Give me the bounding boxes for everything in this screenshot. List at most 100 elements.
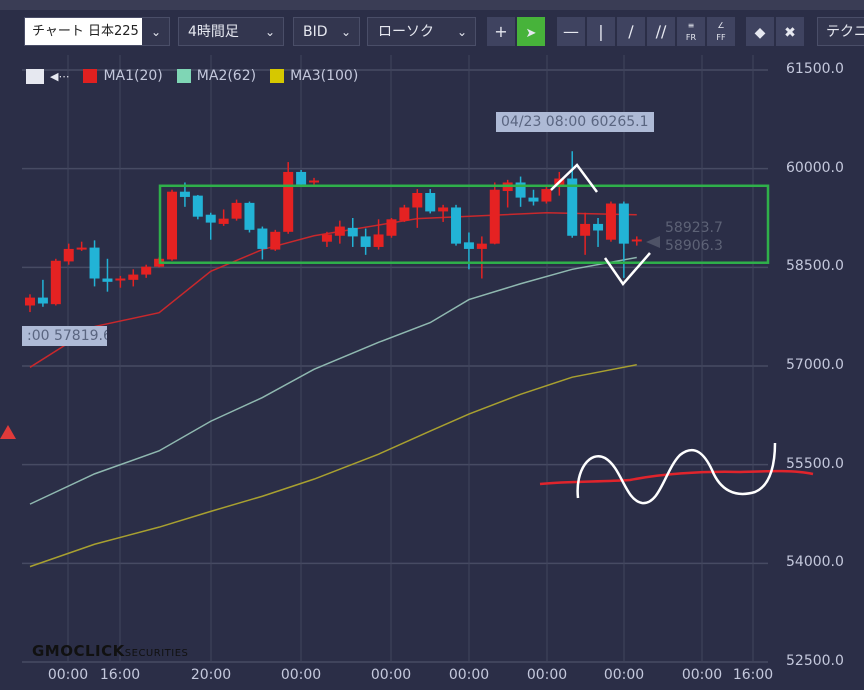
candle <box>50 258 61 306</box>
candle-body <box>179 191 190 197</box>
chevron-down-icon: ⌄ <box>456 25 467 39</box>
candle-body <box>296 171 307 185</box>
comment-icon[interactable] <box>26 68 44 84</box>
low-price-tooltip: :00 57819.6 <box>22 326 107 346</box>
trend-line-button[interactable]: ∕ <box>617 17 645 46</box>
cursor-button[interactable]: ➤ <box>517 17 545 46</box>
candle <box>270 229 281 251</box>
candle-body <box>231 202 242 219</box>
candle-body <box>270 231 281 250</box>
candle-body <box>89 247 100 279</box>
candle <box>347 218 358 247</box>
candle-body <box>244 202 255 230</box>
freehand-red-line-drawing[interactable] <box>539 469 814 486</box>
price-tick-label: 60000.0 <box>786 159 844 176</box>
candle-body <box>102 278 113 282</box>
candle <box>102 258 113 292</box>
time-tick-label: 00:00 <box>603 667 645 683</box>
candle <box>386 218 397 238</box>
last-price-marker-icon <box>646 236 660 248</box>
candle-body <box>373 234 384 247</box>
candle-body <box>476 243 487 249</box>
ma3-swatch <box>270 69 285 83</box>
candle <box>502 179 513 208</box>
timeframe-select[interactable]: 4時間足 ⌄ <box>178 17 284 46</box>
window-top-strip <box>0 0 864 10</box>
candle <box>334 220 345 244</box>
candle <box>192 194 203 220</box>
price-tick-label: 55500.0 <box>786 455 844 472</box>
delete-all-drawings-button[interactable]: ✖ <box>776 17 804 46</box>
parallel-channel-icon: ∕∕ <box>655 22 667 41</box>
candle-body <box>321 234 332 242</box>
candle-body <box>580 223 591 236</box>
timeframe-label: 4時間足 <box>188 24 239 40</box>
fibonacci-fan-button[interactable]: ∠ FF <box>707 17 735 46</box>
chart-type-select[interactable]: ローソク ⌄ <box>367 17 476 46</box>
ma1-label[interactable]: MA1(20) <box>103 68 163 84</box>
candle-body <box>205 214 216 223</box>
candle <box>321 231 332 247</box>
candle <box>141 264 152 278</box>
candle <box>489 182 500 245</box>
candle <box>205 212 216 240</box>
high-price-tooltip: 04/23 08:00 60265.1 <box>496 112 654 132</box>
freehand-down-arrow-drawing[interactable] <box>603 252 651 287</box>
price-tick-label: 54000.0 <box>786 554 844 571</box>
candle-body <box>463 242 474 249</box>
price-type-label: BID <box>303 24 328 40</box>
crosshair-icon: + <box>494 22 508 41</box>
eraser-button[interactable]: ◆ <box>746 17 774 46</box>
time-tick-label: 00:00 <box>280 667 322 683</box>
ma3-label[interactable]: MA3(100) <box>290 68 359 84</box>
time-tick-label: 00:00 <box>448 667 490 683</box>
freehand-wave-drawing[interactable] <box>576 442 777 505</box>
price-type-select[interactable]: BID ⌄ <box>293 17 360 46</box>
candle-body <box>141 266 152 275</box>
candle <box>541 186 552 204</box>
candle-body <box>399 207 410 221</box>
candle-body <box>412 193 423 208</box>
candle-body <box>257 228 268 249</box>
candle <box>309 177 320 185</box>
ma2-label[interactable]: MA2(62) <box>196 68 257 84</box>
candle-body <box>128 274 139 280</box>
candle <box>257 226 268 260</box>
candle <box>63 243 74 265</box>
candle-body <box>605 203 616 240</box>
candle-body <box>541 189 552 202</box>
fibonacci-retracement-button[interactable]: ≡ FR <box>677 17 705 46</box>
chart-toolbar: チャート 日本225 ⌄ 4時間足 ⌄ BID ⌄ ローソク ⌄ + ➤ — |… <box>0 17 864 48</box>
ma2-swatch <box>176 69 191 83</box>
parallel-channel-button[interactable]: ∕∕ <box>647 17 675 46</box>
collapse-legend-icon[interactable]: ◀⋯ <box>50 69 70 83</box>
candle <box>476 236 487 279</box>
candle-body <box>438 207 449 212</box>
horizontal-line-button[interactable]: — <box>557 17 585 46</box>
candle-body <box>37 297 48 304</box>
chevron-down-icon: ⌄ <box>264 25 275 39</box>
crosshair-button[interactable]: + <box>487 17 515 46</box>
symbol-label: チャート 日本225 <box>25 18 142 45</box>
candle-body <box>25 297 35 306</box>
candle <box>412 189 423 228</box>
candle <box>25 294 35 313</box>
chevron-down-icon: ⌄ <box>150 25 161 39</box>
symbol-select[interactable]: チャート 日本225 ⌄ <box>24 17 170 46</box>
candle <box>37 279 48 307</box>
candle-body <box>425 193 436 212</box>
candle-body <box>489 189 500 244</box>
freehand-up-arrow-drawing[interactable] <box>550 163 599 193</box>
technical-button[interactable]: テクニ <box>817 17 864 46</box>
candle-body <box>283 171 294 232</box>
ma2-line <box>29 256 637 505</box>
range-box-drawing[interactable] <box>158 184 770 264</box>
candle-body <box>360 236 371 247</box>
candle-body <box>334 226 345 236</box>
candle-body <box>515 182 526 198</box>
chart-type-label: ローソク <box>378 24 434 40</box>
candle <box>425 189 436 214</box>
vertical-line-button[interactable]: | <box>587 17 615 46</box>
alert-triangle-icon <box>0 425 16 439</box>
